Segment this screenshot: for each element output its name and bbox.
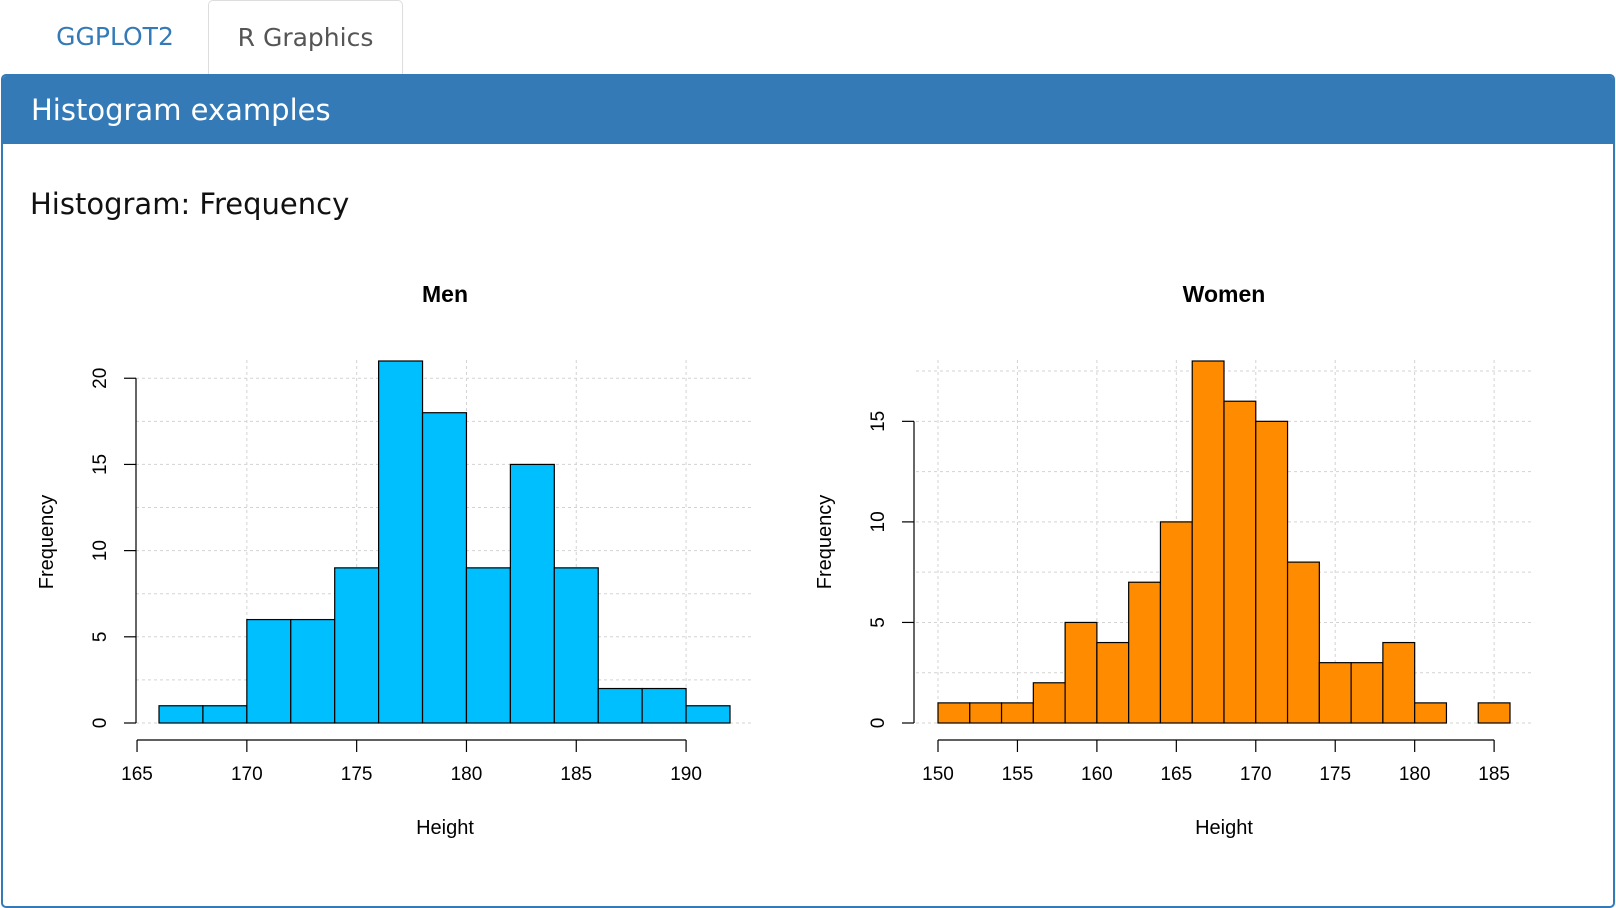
chart1-y-label: Frequency	[36, 495, 58, 590]
chart1-bar	[378, 360, 424, 724]
histogram-panel: Histogram examples	[1, 74, 1615, 908]
chart2-bar	[1064, 621, 1098, 724]
chart1-bar	[597, 687, 643, 724]
chart1-bar	[509, 463, 555, 724]
chart1-y-tick-label: 20	[90, 368, 111, 389]
chart1-bar	[158, 705, 204, 724]
chart2-x-tick-label: 180	[1399, 764, 1431, 785]
section-title: Histogram: Frequency	[30, 187, 350, 221]
chart2-y-label: Frequency	[814, 495, 836, 590]
chart1-bar	[202, 705, 248, 724]
tab-ggplot2[interactable]: GGPLOT2	[56, 22, 174, 51]
chart1-bar	[465, 567, 511, 724]
chart1-x-tick-label: 165	[121, 764, 153, 785]
chart1-x-tick-label: 180	[451, 764, 483, 785]
chart2-x-tick-label: 165	[1160, 764, 1192, 785]
chart2-bar	[1350, 662, 1384, 724]
chart2-bar	[1477, 702, 1511, 724]
chart1-bar	[421, 412, 468, 724]
chart2-bar	[1191, 360, 1225, 724]
chart1-bar	[553, 567, 599, 724]
chart1-x-tick-label: 190	[670, 764, 702, 785]
chart2-title: Women	[1183, 281, 1266, 307]
chart1-x-tick-label: 175	[341, 764, 373, 785]
chart1-y-tick-label: 5	[90, 632, 111, 643]
chart2-x-tick-label: 170	[1240, 764, 1272, 785]
chart1-x-tick-label: 185	[560, 764, 592, 785]
chart2-x-tick-label: 160	[1081, 764, 1113, 785]
tab-bar: GGPLOT2 R Graphics	[0, 0, 1616, 75]
chart2-x-tick-label: 175	[1319, 764, 1351, 785]
chart1-title: Men	[422, 281, 468, 307]
chart2-bar	[1255, 420, 1289, 724]
chart2-bar	[1032, 682, 1066, 724]
chart1-y-tick-label: 0	[90, 718, 111, 729]
chart1-x-tick-label: 170	[231, 764, 263, 785]
chart2-bar	[1414, 702, 1448, 724]
chart2-bar	[937, 702, 971, 724]
panel-title: Histogram examples	[3, 76, 1613, 144]
chart1-y-tick-label: 10	[90, 540, 111, 561]
chart1-bar	[685, 705, 731, 724]
chart1-bar	[334, 567, 380, 724]
chart2-bar	[1382, 641, 1416, 724]
chart1-bar	[290, 618, 336, 724]
chart2-y-tick-label: 10	[868, 511, 889, 532]
chart2-bar	[1096, 641, 1130, 724]
histogram-charts: 165 170 175 180 185 190 0 5 10 15 20 Men Height Frequ…	[36, 281, 1532, 839]
chart1-x-label: Height	[416, 817, 474, 839]
chart2-bar	[1286, 561, 1320, 724]
chart1-bar	[246, 618, 292, 724]
chart2-y-tick-label: 0	[868, 718, 889, 729]
chart2-x-tick-label: 155	[1002, 764, 1034, 785]
chart2-x-tick-label: 150	[922, 764, 954, 785]
chart2-bar	[1128, 581, 1162, 724]
chart2-bar	[1000, 702, 1034, 724]
chart2-bar	[1318, 662, 1352, 724]
chart2-y-tick-label: 5	[868, 617, 889, 628]
chart2-x-label: Height	[1195, 817, 1253, 839]
chart2-bar	[969, 702, 1003, 724]
chart2-bar	[1223, 400, 1257, 724]
chart1-y-tick-label: 15	[90, 454, 111, 475]
chart2-y-tick-label: 15	[868, 411, 889, 432]
chart2-x-tick-label: 185	[1478, 764, 1510, 785]
chart2-bar	[1159, 521, 1193, 724]
tab-r-graphics[interactable]: R Graphics	[208, 0, 403, 75]
chart1-bar	[641, 687, 687, 724]
